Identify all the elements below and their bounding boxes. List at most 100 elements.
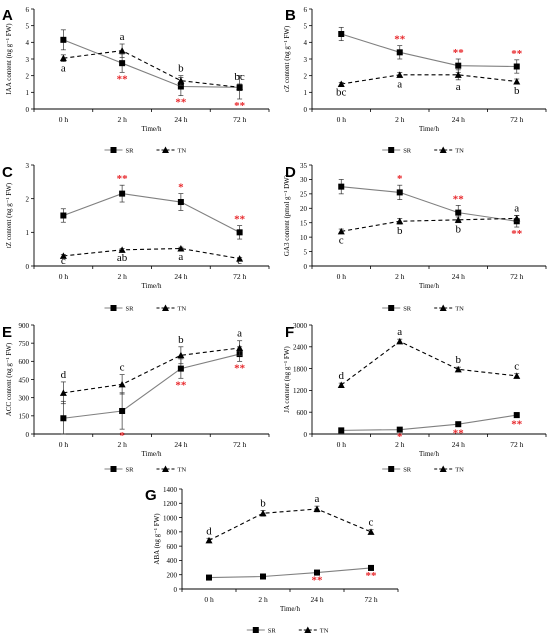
data-point-tn: [236, 255, 244, 262]
legend-marker-sr: [388, 147, 395, 153]
data-point-sr: [455, 62, 462, 69]
panel-label-a: A: [2, 7, 13, 24]
legend-label-sr: SR: [403, 148, 412, 155]
y-tick-label: 10: [300, 234, 308, 242]
x-axis-title: Time/h: [419, 125, 439, 133]
data-point-sr: [455, 209, 462, 216]
series-line-tn: [208, 508, 372, 541]
data-point-sr: [396, 189, 403, 196]
legend-label-tn: TN: [455, 148, 464, 155]
y-tick-label: 900: [19, 322, 30, 330]
y-axis-title: ACC content (ng g⁻¹ FW): [5, 342, 13, 416]
y-tick-label: 300: [19, 394, 30, 402]
y-tick-label: 600: [167, 543, 178, 551]
y-axis-title: IAA content (ng g⁻¹ FW): [5, 23, 13, 95]
significance-asterisks: **: [234, 100, 246, 112]
x-tick-label: 72 h: [233, 115, 246, 124]
legend-marker-tn: [439, 146, 447, 153]
data-point-tn: [513, 78, 521, 85]
legend-marker-tn: [439, 304, 447, 311]
x-tick-label: 2 h: [117, 115, 127, 124]
significance-letter: bc: [336, 87, 347, 99]
y-tick-label: 600: [19, 358, 30, 366]
significance-letter: b: [514, 85, 520, 97]
legend-label-tn: TN: [178, 148, 187, 155]
series-line-sr: [341, 33, 517, 68]
series-line-tn: [341, 74, 517, 85]
significance-asterisks: **: [117, 73, 129, 85]
y-tick-label: 1200: [163, 500, 178, 508]
y-axis-title: JA content (ng g⁻¹ FW): [283, 346, 291, 413]
y-tick-label: 3000: [293, 322, 308, 330]
y-tick-label: 2: [26, 195, 30, 203]
y-tick-label: 2400: [293, 344, 308, 352]
y-tick-label: 1: [26, 229, 30, 237]
legend-label-tn: TN: [178, 306, 187, 313]
y-tick-label: 30: [300, 176, 308, 184]
legend-label-tn: TN: [178, 467, 187, 474]
y-tick-label: 2: [26, 72, 30, 80]
panel-label-g: G: [145, 487, 157, 504]
series-line-tn: [63, 247, 240, 260]
y-tick-label: 3: [304, 56, 308, 64]
legend-label-sr: SR: [126, 467, 135, 474]
data-point-sr: [338, 427, 345, 434]
significance-asterisks: **: [511, 228, 523, 240]
x-axis-title: Time/h: [419, 450, 439, 458]
data-point-tn: [59, 252, 67, 259]
series-line-sr: [341, 414, 517, 431]
legend-marker-sr: [252, 627, 259, 633]
y-tick-label: 450: [19, 376, 30, 384]
x-tick-label: 0 h: [59, 272, 69, 281]
x-tick-label: 2 h: [395, 440, 405, 449]
legend-marker-tn: [162, 146, 169, 153]
legend-marker-sr: [388, 305, 395, 311]
series-line-tn: [63, 50, 240, 88]
significance-letter: c: [514, 361, 519, 373]
data-point-tn: [236, 83, 244, 91]
legend-label-sr: SR: [126, 306, 135, 313]
y-axis-title: GA3 content (pmol g⁻¹ DW): [283, 174, 291, 256]
legend-label-tn: TN: [455, 306, 464, 313]
data-point-tn: [259, 509, 267, 517]
significance-letter: a: [397, 326, 402, 338]
data-point-tn: [236, 344, 244, 352]
y-tick-label: 15: [300, 220, 308, 228]
significance-letter: d: [61, 369, 67, 381]
y-tick-label: 750: [19, 340, 30, 348]
legend-marker-tn: [162, 465, 169, 472]
x-axis-title: Time/h: [142, 125, 162, 133]
data-point-tn: [205, 536, 213, 544]
significance-asterisks: **: [394, 34, 406, 46]
data-point-tn: [454, 216, 462, 223]
significance-asterisks: *: [119, 430, 125, 442]
legend-label-tn: TN: [455, 467, 464, 474]
y-tick-label: 1: [304, 89, 308, 97]
x-tick-label: 24 h: [174, 115, 187, 124]
x-tick-label: 24 h: [310, 595, 323, 604]
data-point-tn: [59, 389, 67, 396]
significance-asterisks: **: [511, 419, 523, 431]
data-point-tn: [59, 54, 67, 62]
data-point-tn: [396, 337, 404, 345]
y-tick-label: 5: [26, 22, 30, 30]
significance-letter: b: [397, 225, 403, 237]
y-tick-label: 400: [167, 557, 178, 565]
data-point-tn: [118, 246, 126, 253]
data-point-tn: [337, 80, 345, 87]
y-tick-label: 1: [26, 89, 30, 97]
x-tick-label: 72 h: [510, 272, 523, 281]
x-tick-label: 24 h: [452, 272, 465, 281]
significance-asterisks: **: [511, 48, 523, 60]
significance-asterisks: *: [397, 173, 403, 185]
significance-letter: ab: [117, 252, 128, 264]
significance-asterisks: **: [175, 379, 187, 391]
legend-marker-tn: [439, 465, 447, 472]
significance-letter: b: [456, 224, 462, 236]
y-axis-title: cZ content (ng g⁻¹ FW): [283, 25, 291, 92]
significance-letter: a: [237, 328, 242, 340]
y-tick-label: 0: [304, 106, 308, 114]
y-tick-label: 3: [26, 162, 30, 170]
x-tick-label: 72 h: [510, 115, 523, 124]
x-tick-label: 0 h: [337, 440, 347, 449]
